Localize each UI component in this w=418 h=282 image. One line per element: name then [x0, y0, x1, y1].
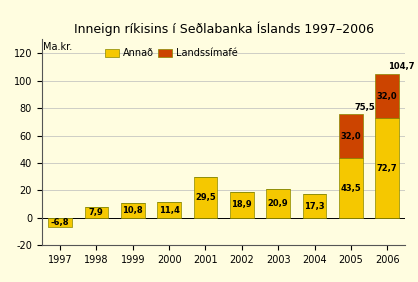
Text: 32,0: 32,0 [377, 92, 398, 101]
Bar [375, 74, 399, 118]
Bar [339, 158, 363, 218]
Bar [157, 202, 181, 218]
Legend: Annað, Landssímafé: Annað, Landssímafé [101, 44, 242, 62]
Text: 7,9: 7,9 [89, 208, 104, 217]
Text: 11,4: 11,4 [159, 206, 179, 215]
Text: 17,3: 17,3 [304, 202, 325, 211]
Bar [230, 192, 254, 218]
Bar [84, 207, 108, 218]
Text: -6,8: -6,8 [51, 218, 69, 227]
Bar [339, 114, 363, 158]
Bar [266, 189, 290, 218]
Text: Ma.kr.: Ma.kr. [43, 42, 72, 52]
Text: 43,5: 43,5 [341, 184, 361, 193]
Bar [303, 194, 326, 218]
Text: 29,5: 29,5 [195, 193, 216, 202]
Bar [48, 218, 72, 227]
Text: 20,9: 20,9 [268, 199, 288, 208]
Text: 18,9: 18,9 [232, 201, 252, 210]
Bar [121, 203, 145, 218]
Text: 72,7: 72,7 [377, 164, 398, 173]
Bar [375, 118, 399, 218]
Text: 10,8: 10,8 [122, 206, 143, 215]
Bar [194, 177, 217, 218]
Text: 75,5: 75,5 [354, 103, 375, 111]
Title: Inneign ríkisins í Seðlabanka Íslands 1997–2006: Inneign ríkisins í Seðlabanka Íslands 19… [74, 21, 374, 36]
Text: 104,7: 104,7 [388, 62, 414, 71]
Text: 32,0: 32,0 [341, 132, 361, 141]
